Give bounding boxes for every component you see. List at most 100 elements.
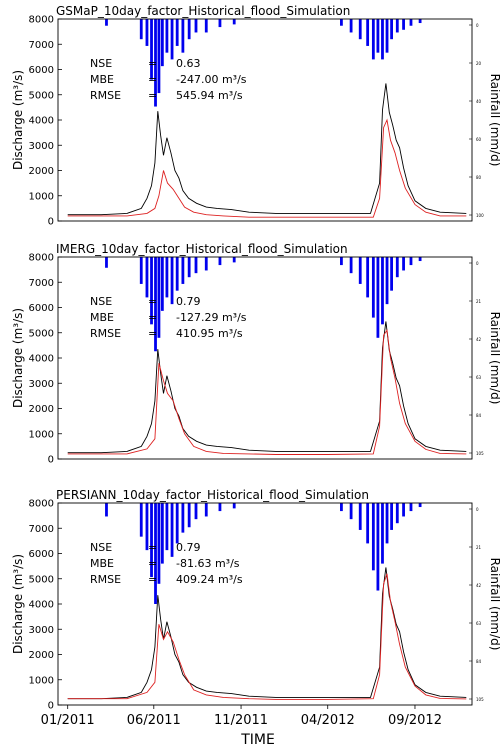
y-tick-label: 8000 (29, 253, 54, 264)
rainfall-bar (187, 503, 191, 528)
y-tick-label: 1000 (29, 675, 54, 686)
y-tick-label: 8000 (29, 15, 54, 26)
rainfall-bar (418, 503, 422, 508)
plot-frame (57, 256, 473, 460)
rainfall-bar (366, 257, 370, 298)
rainfall-bar (160, 19, 164, 67)
rainfall-bar (150, 503, 153, 578)
y-tick-label: 3000 (29, 625, 54, 636)
rainfall-bar (157, 19, 161, 94)
rainfall-bar (358, 257, 362, 284)
y-tick-label: 0 (48, 701, 54, 712)
rainfall-bar (194, 257, 198, 274)
rainfall-bar (366, 503, 370, 544)
rainfall-bar (160, 503, 164, 564)
rainfall-bar (358, 19, 362, 40)
stat-equals: = (148, 311, 157, 324)
y-tick-label: 3000 (29, 141, 54, 152)
rainfall-bar (175, 257, 179, 291)
rainfall-bar (175, 503, 179, 544)
stat-value: 409.24 m³/s (176, 573, 243, 586)
chart-title: GSMaP_10day_factor_Historical_flood_Simu… (56, 4, 350, 18)
rainfall-bar (218, 503, 222, 512)
series-line-simulated (67, 118, 467, 218)
stat-label: MBE (90, 557, 114, 570)
rainfall-bar (204, 19, 208, 33)
stat-equals: = (148, 541, 157, 554)
rainfall-bar (402, 19, 405, 30)
y2-tick-label: 84 (476, 413, 482, 418)
y-axis-label: Discharge (m³/s) (11, 308, 25, 408)
y-tick-label: 5000 (29, 328, 54, 339)
rainfall-bar (150, 19, 153, 80)
y-tick-label: 1000 (29, 429, 54, 440)
rainfall-bar (402, 257, 405, 271)
stat-label: NSE (90, 295, 112, 308)
rainfall-bar (181, 257, 185, 284)
rainfall-bar (340, 19, 343, 26)
rainfall-bar (232, 503, 236, 509)
rainfall-bar (232, 257, 236, 263)
rainfall-bar (371, 503, 375, 571)
rainfall-bar (154, 503, 157, 604)
stat-equals: = (148, 557, 157, 570)
y-tick-label: 0 (48, 455, 54, 466)
rainfall-bar (409, 503, 413, 512)
stat-label: MBE (90, 73, 114, 86)
rainfall-bar (349, 257, 353, 274)
y-tick-label: 7000 (29, 40, 54, 51)
rainfall-bar (371, 257, 375, 318)
rainfall-bar (145, 503, 149, 551)
rainfall-bar (170, 503, 174, 557)
y2-tick-label: 42 (476, 583, 482, 588)
y2-axis-label: Rainfall (mm/d) (488, 74, 500, 167)
rainfall-bar (165, 503, 169, 551)
rainfall-bar (409, 257, 413, 266)
rainfall-bar (187, 19, 191, 40)
y-tick-label: 7000 (29, 278, 54, 289)
series-line-simulated (67, 573, 467, 700)
y2-axis-label: Rainfall (mm/d) (488, 558, 500, 651)
y-tick-label: 7000 (29, 524, 54, 535)
x-tick-label: 04/2012 (301, 713, 355, 728)
y-tick-label: 0 (48, 217, 54, 228)
rainfall-bar (105, 257, 108, 268)
rainfall-bar (181, 503, 185, 533)
rainfall-bar (395, 503, 399, 524)
y2-tick-label: 105 (476, 451, 484, 456)
rainfall-bar (395, 257, 399, 278)
rainfall-bar (165, 19, 169, 53)
y-tick-label: 4000 (29, 600, 54, 611)
rainfall-bar (157, 257, 161, 338)
x-tick-label: 09/2012 (388, 713, 442, 728)
y2-tick-label: 20 (476, 61, 482, 66)
y2-tick-label: 100 (476, 213, 484, 218)
stat-label: RMSE (90, 327, 121, 340)
y2-tick-label: 21 (476, 545, 482, 550)
stat-value: -81.63 m³/s (176, 557, 240, 570)
rainfall-bar (150, 257, 153, 325)
rainfall-bar (402, 503, 405, 517)
rainfall-bar (395, 19, 399, 33)
y-tick-label: 4000 (29, 354, 54, 365)
rainfall-bar (187, 257, 191, 278)
rainfall-bar (381, 19, 384, 60)
x-tick-label: 01/2011 (41, 713, 95, 728)
y2-tick-label: 21 (476, 299, 482, 304)
rainfall-bar (340, 257, 343, 266)
rainfall-bar (385, 19, 389, 53)
series-line-observed (67, 321, 467, 454)
y2-tick-label: 63 (476, 375, 482, 380)
y-tick-label: 6000 (29, 303, 54, 314)
y2-tick-label: 42 (476, 337, 482, 342)
y2-tick-label: 0 (476, 23, 479, 28)
stat-value: -127.29 m³/s (176, 311, 247, 324)
y-tick-label: 2000 (29, 650, 54, 661)
rainfall-bar (204, 503, 208, 517)
rainfall-bar (390, 503, 393, 530)
y2-tick-label: 84 (476, 659, 482, 664)
series-line-observed (67, 567, 467, 700)
chart-panel-2: IMERG_10day_factor_Historical_flood_Simu… (11, 242, 500, 466)
y-tick-label: 8000 (29, 499, 54, 510)
rainfall-bar (160, 257, 164, 311)
